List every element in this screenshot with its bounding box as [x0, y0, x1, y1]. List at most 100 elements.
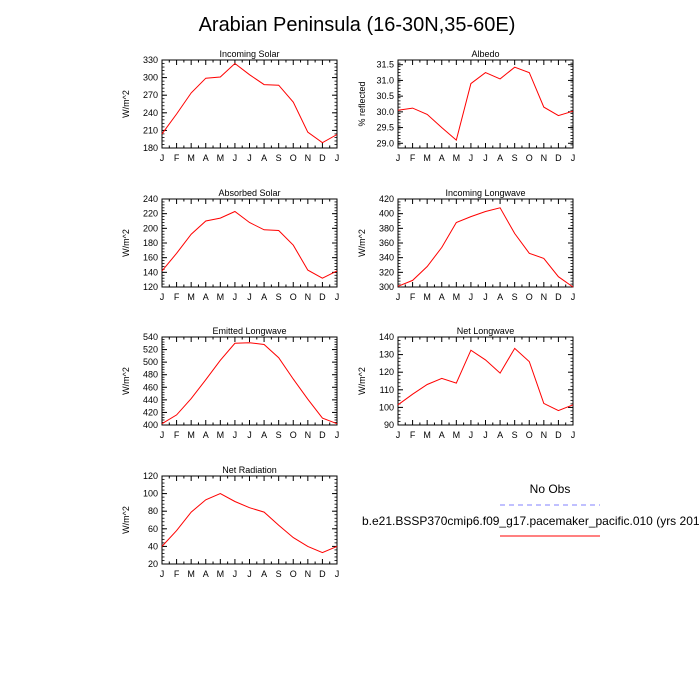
- x-tick-label: J: [483, 430, 488, 440]
- x-tick-label: S: [512, 430, 518, 440]
- x-tick-label: A: [261, 569, 267, 579]
- y-axis-label: W/m^2: [121, 229, 131, 257]
- y-tick-label: 240: [143, 108, 158, 118]
- x-tick-label: S: [512, 292, 518, 302]
- x-tick-label: A: [497, 153, 503, 163]
- x-tick-label: J: [233, 569, 238, 579]
- x-tick-label: D: [319, 569, 326, 579]
- series-line-model: [397, 207, 574, 288]
- y-tick-label: 240: [143, 194, 158, 204]
- x-tick-label: A: [497, 292, 503, 302]
- y-tick-label: 100: [379, 402, 394, 412]
- plot-frame: [161, 336, 338, 426]
- x-tick-label: S: [276, 430, 282, 440]
- y-tick-label: 80: [148, 506, 158, 516]
- y-tick-label: 330: [143, 55, 158, 65]
- x-tick-label: J: [335, 430, 340, 440]
- y-tick-label: 220: [143, 209, 158, 219]
- x-tick-label: F: [410, 153, 416, 163]
- x-tick-label: M: [187, 153, 195, 163]
- x-tick-label: D: [319, 153, 326, 163]
- x-tick-label: S: [512, 153, 518, 163]
- x-tick-label: A: [439, 153, 445, 163]
- x-tick-label: J: [160, 569, 165, 579]
- y-tick-label: 31.5: [376, 60, 394, 70]
- panel-title: Net Longwave: [457, 326, 515, 336]
- x-tick-label: M: [217, 292, 225, 302]
- x-tick-label: N: [541, 430, 548, 440]
- x-tick-label: M: [187, 292, 195, 302]
- y-tick-label: 160: [143, 253, 158, 263]
- y-tick-label: 270: [143, 90, 158, 100]
- x-tick-label: J: [233, 153, 238, 163]
- x-tick-label: O: [290, 153, 297, 163]
- y-tick-label: 60: [148, 524, 158, 534]
- y-tick-label: 400: [143, 420, 158, 430]
- x-tick-label: D: [555, 430, 562, 440]
- x-tick-label: J: [160, 153, 165, 163]
- x-tick-label: O: [526, 292, 533, 302]
- y-tick-label: 360: [379, 238, 394, 248]
- panel-title: Albedo: [471, 49, 499, 59]
- x-tick-label: J: [247, 153, 252, 163]
- x-tick-label: J: [233, 430, 238, 440]
- x-tick-label: O: [290, 292, 297, 302]
- x-tick-label: A: [261, 292, 267, 302]
- x-tick-label: J: [335, 569, 340, 579]
- x-tick-label: S: [276, 153, 282, 163]
- x-tick-label: J: [571, 153, 576, 163]
- y-tick-label: 480: [143, 370, 158, 380]
- x-tick-label: M: [423, 292, 431, 302]
- plot-frame: [161, 198, 338, 288]
- series-line-model: [161, 62, 338, 144]
- x-tick-label: D: [319, 430, 326, 440]
- y-tick-label: 200: [143, 223, 158, 233]
- y-tick-label: 340: [379, 253, 394, 263]
- y-tick-label: 420: [379, 194, 394, 204]
- x-tick-label: F: [174, 569, 180, 579]
- x-tick-label: A: [203, 569, 209, 579]
- x-tick-label: N: [305, 292, 312, 302]
- y-tick-label: 40: [148, 541, 158, 551]
- x-tick-label: M: [217, 430, 225, 440]
- y-tick-label: 130: [379, 350, 394, 360]
- x-tick-label: F: [410, 292, 416, 302]
- y-tick-label: 100: [143, 489, 158, 499]
- y-tick-label: 380: [379, 223, 394, 233]
- plot-frame: [161, 475, 338, 565]
- x-tick-label: S: [276, 569, 282, 579]
- y-tick-label: 20: [148, 559, 158, 569]
- y-tick-label: 140: [143, 267, 158, 277]
- y-tick-label: 460: [143, 382, 158, 392]
- legend-model-label: b.e21.BSSP370cmip6.f09_g17.pacemaker_pac…: [362, 514, 700, 528]
- x-tick-label: O: [290, 569, 297, 579]
- x-tick-label: J: [160, 430, 165, 440]
- x-tick-label: J: [483, 292, 488, 302]
- panel-title: Absorbed Solar: [218, 188, 280, 198]
- y-tick-label: 180: [143, 238, 158, 248]
- y-axis-label: W/m^2: [357, 367, 367, 395]
- y-axis-label: W/m^2: [121, 367, 131, 395]
- x-tick-label: D: [555, 153, 562, 163]
- x-tick-label: A: [261, 430, 267, 440]
- y-axis-label: % reflected: [357, 81, 367, 126]
- series-line-model: [397, 347, 574, 412]
- x-tick-label: M: [187, 569, 195, 579]
- y-tick-label: 120: [379, 367, 394, 377]
- x-tick-label: M: [423, 430, 431, 440]
- x-tick-label: A: [203, 430, 209, 440]
- y-tick-label: 300: [143, 73, 158, 83]
- y-tick-label: 29.5: [376, 123, 394, 133]
- x-tick-label: O: [290, 430, 297, 440]
- x-tick-label: J: [233, 292, 238, 302]
- x-tick-label: J: [571, 430, 576, 440]
- panel-title: Emitted Longwave: [212, 326, 286, 336]
